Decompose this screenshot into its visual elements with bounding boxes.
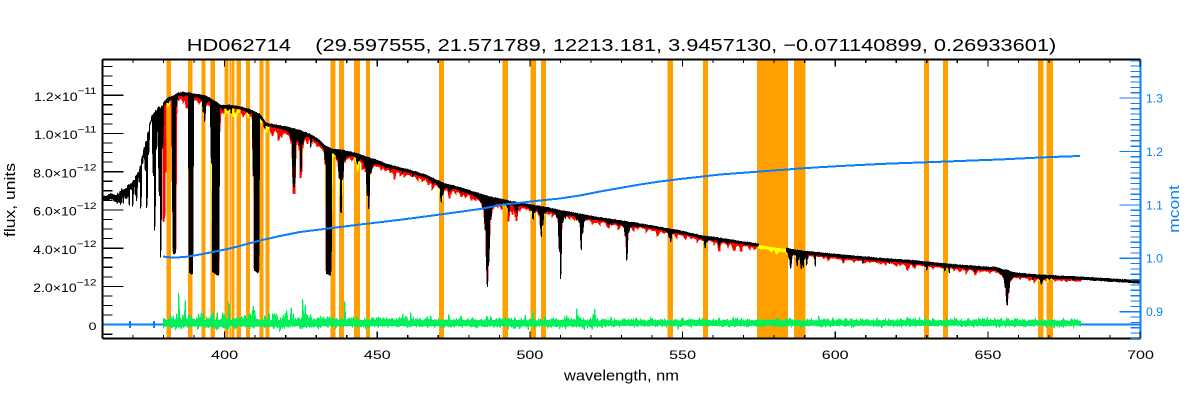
svg-text:6.0×10−12: 6.0×10−12 xyxy=(33,201,96,218)
svg-text:8.0×10−12: 8.0×10−12 xyxy=(33,163,96,180)
svg-text:1.2×10−11: 1.2×10−11 xyxy=(34,86,97,103)
svg-text:400: 400 xyxy=(211,348,238,361)
svg-text:1.0×10−11: 1.0×10−11 xyxy=(34,124,97,141)
svg-text:1.1: 1.1 xyxy=(1146,199,1163,213)
svg-text:650: 650 xyxy=(974,348,1001,361)
svg-text:700: 700 xyxy=(1127,348,1154,361)
svg-text:flux, units: flux, units xyxy=(2,163,19,237)
svg-text:500: 500 xyxy=(516,348,543,361)
svg-text:0.9: 0.9 xyxy=(1146,305,1163,319)
svg-text:wavelength, nm: wavelength, nm xyxy=(563,368,679,384)
svg-text:1.0: 1.0 xyxy=(1146,252,1163,266)
svg-text:0: 0 xyxy=(89,319,97,332)
svg-text:HD062714 (29.597555, 21.571: HD062714 (29.597555, 21.571789, 12213.18… xyxy=(187,36,1057,55)
svg-text:1.2: 1.2 xyxy=(1146,145,1163,159)
svg-text:600: 600 xyxy=(822,348,849,361)
svg-text:1.3: 1.3 xyxy=(1146,92,1163,106)
svg-text:4.0×10−12: 4.0×10−12 xyxy=(33,239,96,256)
svg-text:450: 450 xyxy=(364,348,391,361)
svg-text:2.0×10−12: 2.0×10−12 xyxy=(33,277,96,294)
svg-text:550: 550 xyxy=(669,348,696,361)
svg-text:mcont: mcont xyxy=(1166,185,1183,233)
